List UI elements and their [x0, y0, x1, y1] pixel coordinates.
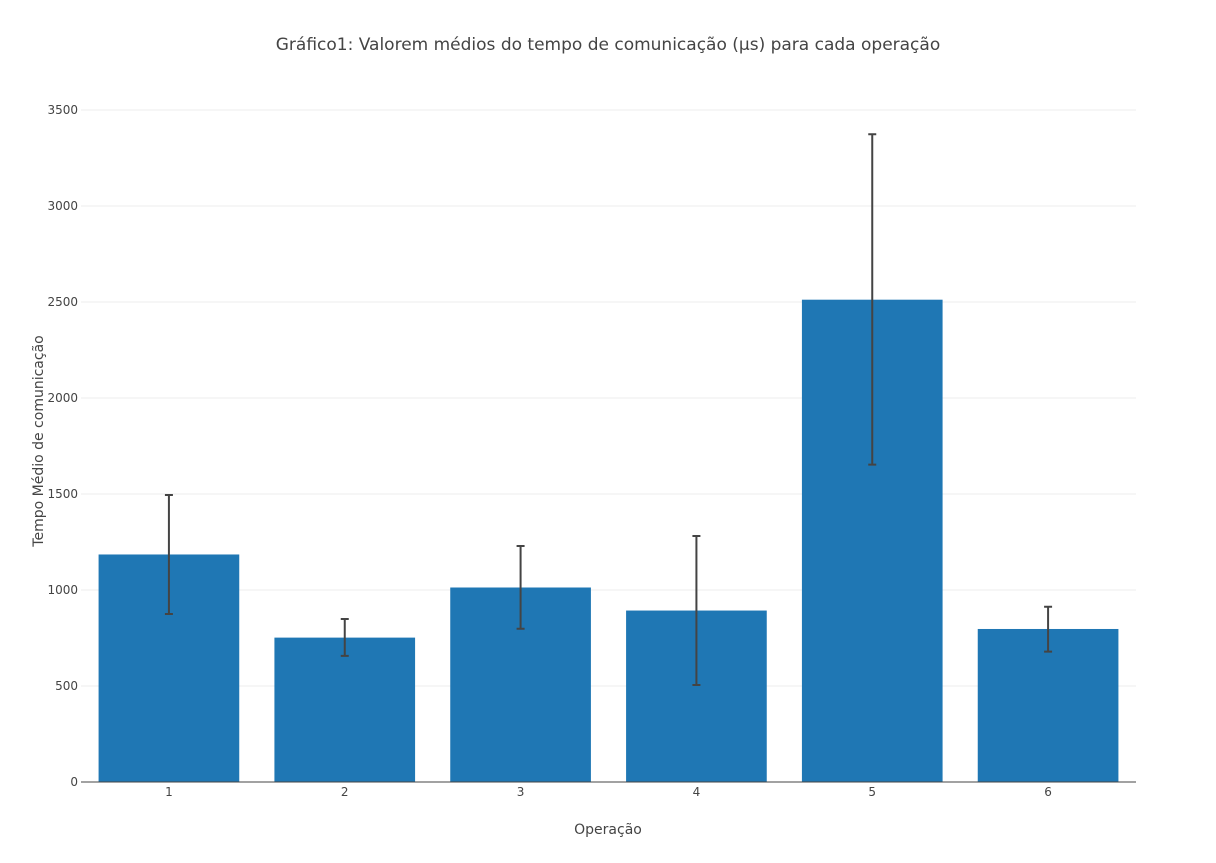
x-tick-label: 3: [517, 785, 525, 799]
y-tick-label: 500: [55, 679, 78, 693]
error-bar-2: [340, 617, 349, 657]
y-axis-title: Tempo Médio de comunicação: [31, 335, 47, 547]
x-axis-ticks: 1 2 3 4 5 6: [165, 785, 1052, 799]
x-tick-label: 4: [693, 785, 701, 799]
x-tick-label: 5: [868, 785, 876, 799]
error-bars: [164, 133, 1053, 687]
x-tick-label: 6: [1044, 785, 1052, 799]
bars: [98, 299, 1119, 782]
bar-6: [977, 628, 1119, 782]
chart-title: Gráfico1: Valorem médios do tempo de com…: [276, 35, 940, 55]
y-tick-label: 3000: [47, 199, 78, 213]
error-bar-1: [164, 493, 173, 615]
y-tick-label: 1000: [47, 583, 78, 597]
y-tick-label: 0: [70, 775, 78, 789]
error-bar-6: [1044, 605, 1053, 653]
x-axis-title: Operação: [574, 822, 642, 838]
gridlines: [81, 109, 1136, 687]
error-bar-5: [868, 133, 877, 466]
error-bar-4: [692, 535, 701, 687]
y-tick-label: 3500: [47, 103, 78, 117]
x-tick-label: 2: [341, 785, 349, 799]
y-tick-label: 2000: [47, 391, 78, 405]
y-tick-label: 2500: [47, 295, 78, 309]
bar-2: [274, 637, 416, 782]
y-axis-ticks: 0 500 1000 1500 2000 2500 3000 3500: [47, 103, 78, 789]
y-tick-label: 1500: [47, 487, 78, 501]
x-tick-label: 1: [165, 785, 173, 799]
error-bar-3: [516, 545, 525, 630]
